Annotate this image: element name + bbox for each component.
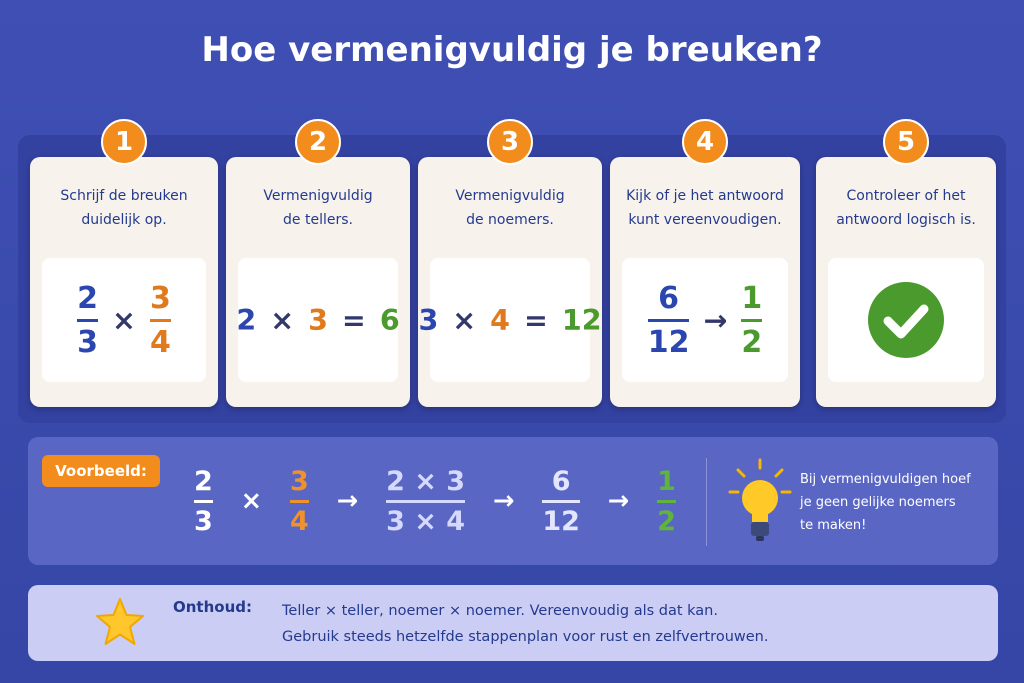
check-icon [868, 282, 944, 358]
symbol: = [524, 303, 548, 337]
fraction-bar [542, 499, 580, 503]
symbol: = [341, 303, 366, 337]
step-example: 3 × 4 = 12 [418, 258, 602, 382]
symbol: → [607, 486, 630, 516]
step-example: 6 12 → 1 2 [622, 258, 788, 382]
denominator: 3 [77, 324, 99, 360]
fraction-bar [741, 318, 763, 322]
denominator: 12 [647, 324, 690, 360]
step-example [828, 258, 984, 382]
example-label: Voorbeeld: [42, 455, 160, 487]
symbol: × [452, 303, 477, 337]
symbol: 2 [236, 303, 257, 337]
step-example: 2 3 × 3 4 [42, 258, 206, 382]
remember-text: Teller × teller, noemer × noemer. Vereen… [282, 598, 768, 650]
remember-line: Gebruik steeds hetzelfde stappenplan voo… [282, 629, 769, 645]
symbol: × [270, 303, 295, 337]
remember-label: Onthoud: [173, 598, 252, 616]
step-text: Vermenigvuldig de noemers. [418, 184, 602, 232]
denominator: 2 [657, 505, 676, 537]
numerator: 2 [77, 280, 99, 316]
numerator: 6 [658, 280, 680, 316]
fraction: 6 12 [542, 466, 580, 537]
step-number: 4 [682, 119, 728, 165]
step-line: Controleer of het [846, 188, 966, 204]
symbol: → [336, 486, 359, 516]
fraction: 6 12 [647, 280, 690, 360]
fraction-bar [386, 499, 466, 503]
step-text: Controleer of het antwoord logisch is. [816, 184, 996, 232]
numerator: 3 [290, 465, 309, 497]
step-number: 5 [883, 119, 929, 165]
symbol: → [703, 303, 728, 337]
step-line: de noemers. [466, 212, 554, 228]
tip-line: te maken! [800, 518, 867, 533]
denominator: 4 [149, 324, 171, 360]
numerator: 3 [149, 280, 171, 316]
tip-line: je geen gelijke noemers [800, 495, 956, 510]
step-line: Vermenigvuldig [263, 188, 373, 204]
denominator: 3 × 4 [386, 505, 466, 537]
tip-text: Bij vermenigvuldigen hoef je geen gelijke… [800, 468, 971, 537]
fraction-bar [647, 318, 690, 322]
example-panel [28, 437, 998, 565]
fraction-bar [290, 499, 309, 503]
symbol: × [112, 303, 136, 337]
step-line: Kijk of je het antwoord [626, 188, 784, 204]
step-line: antwoord logisch is. [836, 212, 976, 228]
symbol: 12 [561, 303, 602, 337]
step-text: Vermenigvuldig de tellers. [226, 184, 410, 232]
denominator: 12 [542, 505, 580, 537]
fraction-bar [193, 499, 213, 503]
step-number: 1 [101, 119, 147, 165]
step-example: 2 × 3 = 6 [236, 258, 400, 382]
numerator: 6 [551, 465, 571, 497]
fraction: 2 × 3 3 × 4 [386, 465, 466, 537]
fraction-bar [657, 499, 676, 503]
denominator: 3 [193, 505, 213, 537]
fraction-bar [149, 318, 171, 322]
step-line: Vermenigvuldig [455, 188, 565, 204]
step-number: 2 [295, 119, 341, 165]
numerator: 1 [741, 280, 763, 316]
step-text: Kijk of je het antwoord kunt vereenvoudig… [610, 184, 800, 232]
step-text: Schrijf de breuken duidelijk op. [30, 184, 218, 232]
star-icon [96, 598, 144, 645]
remember-panel [28, 585, 998, 661]
step-line: de tellers. [283, 212, 353, 228]
step-line: duidelijk op. [81, 212, 167, 228]
divider [706, 458, 707, 546]
step-line: Schrijf de breuken [60, 188, 188, 204]
denominator: 4 [290, 505, 309, 537]
symbol: 3 [418, 303, 439, 337]
fraction-bar [77, 318, 99, 322]
symbol: 6 [379, 303, 400, 337]
numerator: 2 [193, 465, 213, 497]
tip-line: Bij vermenigvuldigen hoef [800, 472, 971, 487]
numerator: 2 × 3 [386, 465, 466, 497]
symbol: × [240, 486, 263, 516]
step-line: kunt vereenvoudigen. [628, 212, 782, 228]
symbol: 4 [490, 303, 511, 337]
numerator: 1 [657, 465, 676, 497]
remember-line: Teller × teller, noemer × noemer. Vereen… [282, 603, 718, 619]
denominator: 2 [741, 324, 763, 360]
title: Hoe vermenigvuldig je breuken? [201, 30, 823, 70]
step-number: 3 [487, 119, 533, 165]
symbol: → [492, 486, 515, 516]
symbol: 3 [308, 303, 328, 337]
bulb-icon [728, 458, 792, 541]
